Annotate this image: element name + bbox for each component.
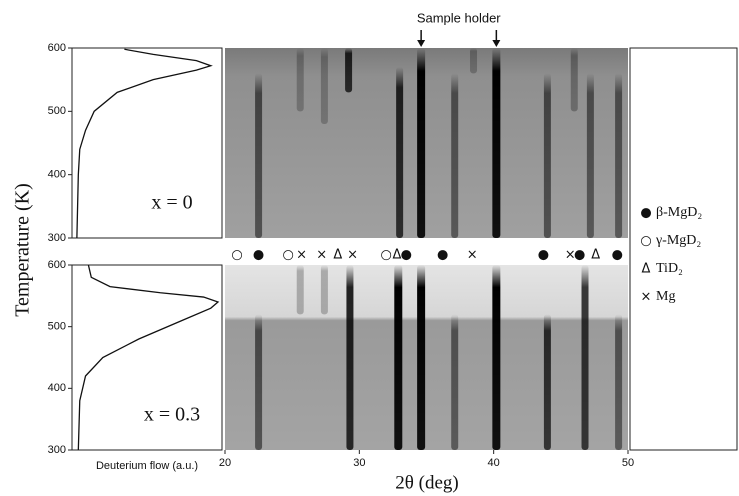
diffraction-peak — [296, 48, 304, 112]
panel-annotation: x = 0 — [151, 192, 192, 214]
diffraction-peak — [615, 314, 623, 450]
y-tick-label: 300 — [48, 444, 66, 456]
y-axis-label: Temperature (K) — [12, 183, 34, 317]
diffraction-peak — [451, 314, 459, 450]
diffraction-peak — [417, 265, 426, 450]
flow-curve — [77, 264, 220, 451]
y-tick-label: 600 — [48, 259, 66, 271]
phase-marker: ○ — [282, 248, 293, 263]
diffraction-peak — [255, 314, 263, 450]
flow-label: Deuterium flow (a.u.) — [96, 460, 198, 472]
phase-marker: ● — [401, 248, 412, 263]
heatmap-background — [225, 48, 628, 238]
diffraction-peak — [320, 265, 328, 315]
phase-marker: ● — [437, 248, 448, 263]
diffraction-peak — [451, 73, 459, 238]
phase-marker: × — [316, 248, 327, 263]
flow-curve — [76, 48, 213, 239]
flow-frame — [71, 47, 223, 239]
legend-label: γ-MgD₂ — [655, 233, 701, 248]
x-tick-label: 20 — [219, 457, 231, 469]
legend-label: Mg — [656, 289, 675, 304]
x-tick-label: 40 — [488, 457, 500, 469]
phase-marker: Δ — [392, 248, 401, 263]
diffraction-peak — [570, 48, 578, 112]
phase-marker: ● — [538, 248, 549, 263]
phase-marker: × — [565, 248, 576, 263]
diffraction-peak — [581, 265, 589, 450]
phase-marker: ○ — [381, 248, 392, 263]
legend-symbol: × — [641, 290, 652, 305]
holder-arrowhead — [492, 40, 501, 47]
y-tick-label: 400 — [48, 382, 66, 394]
diffraction-peak — [470, 48, 478, 74]
phase-marker: ● — [253, 248, 264, 263]
legend-symbol: ○ — [640, 234, 651, 249]
y-tick-label: 500 — [48, 105, 66, 117]
phase-marker: × — [467, 248, 478, 263]
phase-marker: ● — [612, 248, 623, 263]
diffraction-peak — [394, 265, 403, 450]
holder-arrowhead — [417, 40, 426, 47]
phase-marker: ● — [574, 248, 585, 263]
diffraction-peak — [296, 265, 304, 315]
panel-annotation: x = 0.3 — [144, 404, 200, 426]
legend-symbol: ● — [640, 206, 651, 221]
diffraction-peak — [543, 73, 551, 238]
phase-marker: × — [296, 248, 307, 263]
diffraction-peak — [320, 48, 328, 124]
legend-symbol: Δ — [642, 262, 651, 277]
y-tick-label: 300 — [48, 232, 66, 244]
phase-marker: ○ — [231, 248, 242, 263]
legend-label: TiD₂ — [656, 261, 683, 276]
legend-frame — [629, 47, 738, 451]
legend-label: β-MgD₂ — [656, 205, 702, 220]
diffraction-peak — [345, 48, 353, 93]
y-tick-label: 600 — [48, 42, 66, 54]
diffraction-peak — [586, 73, 594, 238]
phase-marker: Δ — [333, 248, 342, 263]
phase-marker: Δ — [591, 248, 600, 263]
diffraction-peak — [417, 48, 426, 238]
flow-frame — [71, 264, 223, 451]
diffraction-peak — [543, 314, 551, 450]
x-axis-label: 2θ (deg) — [395, 472, 458, 493]
heatmap-background — [225, 265, 628, 450]
diffraction-peak — [255, 73, 263, 238]
diffraction-peak — [346, 265, 354, 450]
x-tick-label: 30 — [353, 457, 365, 469]
y-tick-label: 500 — [48, 321, 66, 333]
y-tick-label: 400 — [48, 169, 66, 181]
diffraction-peak — [492, 48, 501, 238]
diffraction-peak — [615, 73, 623, 238]
diffraction-peak — [396, 67, 404, 238]
x-tick-label: 50 — [622, 457, 634, 469]
holder-label: Sample holder — [417, 10, 501, 25]
phase-marker: × — [347, 248, 358, 263]
diffraction-peak — [492, 265, 501, 450]
